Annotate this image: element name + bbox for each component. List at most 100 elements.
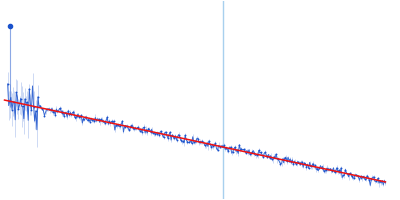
Point <box>186 141 193 144</box>
Point <box>110 120 117 123</box>
Point <box>119 120 126 123</box>
Point <box>141 126 147 129</box>
Point <box>312 164 318 167</box>
Point <box>370 175 377 178</box>
Point <box>176 133 182 136</box>
Point <box>331 171 338 174</box>
Point <box>188 142 195 145</box>
Point <box>225 149 232 152</box>
Point <box>316 167 323 170</box>
Point <box>128 124 134 127</box>
Point <box>98 118 104 121</box>
Point <box>377 179 383 183</box>
Point <box>357 175 364 178</box>
Point <box>305 167 312 170</box>
Point <box>147 130 154 134</box>
Point <box>329 169 336 172</box>
Point <box>72 115 78 119</box>
Point <box>238 147 245 151</box>
Point <box>297 162 303 165</box>
Point <box>121 125 128 128</box>
Point <box>271 155 277 158</box>
Point <box>202 144 208 147</box>
Point <box>323 169 329 172</box>
Point <box>115 123 121 126</box>
Point <box>48 108 54 111</box>
Point <box>46 107 52 110</box>
Point <box>26 87 32 91</box>
Point <box>277 162 284 165</box>
Point <box>240 148 247 151</box>
Point <box>117 125 124 128</box>
Point <box>288 161 294 164</box>
Point <box>353 173 360 177</box>
Point <box>308 165 314 168</box>
Point <box>134 126 141 129</box>
Point <box>292 162 299 165</box>
Point <box>158 130 164 133</box>
Point <box>342 168 348 171</box>
Point <box>368 177 374 181</box>
Point <box>37 104 43 107</box>
Point <box>336 169 342 172</box>
Point <box>379 179 385 182</box>
Point <box>303 165 310 168</box>
Point <box>210 144 216 148</box>
Point <box>6 24 13 27</box>
Point <box>217 145 223 148</box>
Point <box>6 99 13 102</box>
Point <box>69 111 76 114</box>
Point <box>178 138 184 142</box>
Point <box>65 109 72 112</box>
Point <box>165 136 171 140</box>
Point <box>184 140 190 143</box>
Point <box>124 125 130 128</box>
Point <box>273 153 279 156</box>
Point <box>136 129 143 132</box>
Point <box>162 131 169 134</box>
Point <box>286 159 292 162</box>
Point <box>206 139 212 143</box>
Point <box>56 107 63 110</box>
Point <box>249 150 256 153</box>
Point <box>104 116 110 119</box>
Point <box>24 101 30 104</box>
Point <box>132 126 138 130</box>
Point <box>39 107 46 110</box>
Point <box>223 146 230 149</box>
Point <box>145 127 152 130</box>
Point <box>143 128 149 131</box>
Point <box>58 111 65 114</box>
Point <box>318 166 325 169</box>
Point <box>212 142 219 145</box>
Point <box>364 174 370 177</box>
Point <box>74 114 80 118</box>
Point <box>219 144 225 147</box>
Point <box>4 82 11 86</box>
Point <box>54 110 61 113</box>
Point <box>199 140 206 143</box>
Point <box>346 172 353 175</box>
Point <box>256 149 262 152</box>
Point <box>338 166 344 170</box>
Point <box>52 113 58 116</box>
Point <box>193 139 199 142</box>
Point <box>15 108 22 111</box>
Point <box>279 157 286 160</box>
Point <box>182 134 188 137</box>
Point <box>320 169 327 173</box>
Point <box>325 167 331 170</box>
Point <box>366 178 372 181</box>
Point <box>197 140 204 143</box>
Point <box>290 163 297 166</box>
Point <box>268 157 275 161</box>
Point <box>87 120 93 123</box>
Point <box>106 120 112 123</box>
Point <box>191 141 197 144</box>
Point <box>173 138 180 142</box>
Point <box>372 180 379 183</box>
Point <box>11 101 17 104</box>
Point <box>284 160 290 163</box>
Point <box>360 175 366 179</box>
Point <box>28 108 35 111</box>
